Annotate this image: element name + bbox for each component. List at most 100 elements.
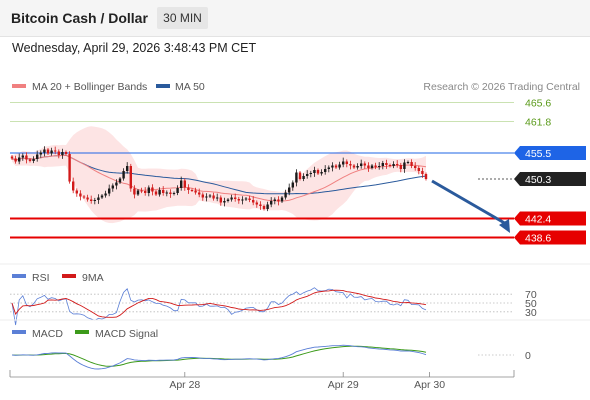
candle-body (313, 170, 316, 173)
candle (158, 187, 161, 197)
candle (226, 198, 230, 203)
candle-body (352, 165, 356, 168)
candle-body (241, 199, 244, 201)
candle (403, 159, 406, 173)
rsi-legend-label: RSI (32, 272, 50, 284)
candle-body (32, 159, 35, 161)
candle-body (284, 192, 287, 198)
candle (349, 160, 352, 170)
rsi-level-label-50: 50 (525, 298, 537, 310)
candle-body (57, 151, 60, 155)
candle (342, 157, 345, 168)
candle-body (237, 199, 240, 201)
candle (360, 159, 363, 169)
candle (25, 152, 28, 164)
candle-body (219, 197, 222, 203)
candle (367, 162, 370, 172)
candle (313, 166, 316, 177)
candle (262, 204, 266, 211)
candle (216, 193, 219, 202)
candle-body (370, 165, 374, 168)
candle (417, 165, 420, 175)
candle-body (140, 190, 143, 192)
header-bar: Bitcoin Cash / Dollar 30 MIN (0, 0, 590, 37)
candle-body (291, 182, 294, 188)
macd-legend-label: MACD (32, 328, 63, 340)
rsi-level-label-30: 30 (525, 307, 537, 319)
bollinger-band (12, 126, 426, 224)
candle-body (190, 190, 194, 191)
candle (421, 167, 424, 178)
ma20-legend-label: MA 20 + Bollinger Bands (32, 81, 147, 93)
candle (93, 197, 96, 205)
candle-body (302, 176, 305, 179)
candle (410, 159, 413, 169)
candle (306, 170, 309, 179)
forecast-arrow-shaft (431, 179, 509, 227)
candle (277, 196, 280, 206)
candle (172, 191, 176, 196)
candle (50, 147, 53, 156)
candle-body (385, 163, 388, 165)
candle (320, 169, 323, 176)
candle (234, 193, 237, 202)
candle (248, 195, 251, 203)
candle (176, 185, 179, 196)
candle (406, 160, 410, 164)
ma50-legend-label: MA 50 (175, 81, 205, 93)
level-tag-450.3 (514, 172, 586, 186)
candle (363, 161, 366, 169)
candle (10, 155, 14, 160)
candle-body (54, 150, 57, 152)
candle-body (327, 167, 330, 169)
candle-body (324, 169, 327, 172)
candle-body (115, 182, 118, 186)
candle-body (252, 200, 255, 203)
level-label-461.8: 461.8 (525, 117, 551, 129)
candle-body (205, 196, 208, 198)
candle-body (82, 196, 86, 198)
timeframe-button[interactable]: 30 MIN (157, 7, 208, 29)
candle-body (50, 150, 53, 154)
candle-body (122, 171, 125, 179)
candle-body (309, 173, 312, 174)
candle (140, 187, 143, 194)
candle-body (342, 161, 345, 165)
candle-body (374, 165, 377, 167)
candle-body (259, 204, 262, 206)
candle (295, 169, 298, 187)
candle-body (10, 156, 14, 159)
candle (100, 194, 104, 199)
candle (46, 148, 50, 155)
candle-body (234, 197, 237, 199)
candle-body (93, 200, 96, 201)
candle (212, 192, 215, 201)
candle (201, 192, 204, 201)
candle (126, 162, 129, 174)
candle (129, 163, 132, 192)
candle-body (36, 154, 39, 159)
candle-body (208, 195, 212, 197)
candle-body (194, 190, 197, 193)
macd-level-label-0: 0 (525, 350, 531, 362)
candle (194, 187, 197, 195)
level-tag-455.5 (514, 146, 586, 160)
candle (392, 161, 395, 169)
candle (381, 160, 384, 170)
candle-body (226, 199, 230, 201)
candle (136, 189, 140, 196)
macd-line (11, 344, 427, 370)
candle (82, 195, 86, 199)
candle (122, 168, 125, 181)
candle-body (90, 199, 93, 201)
candle (61, 148, 64, 159)
macd-legend-swatch (12, 330, 26, 334)
candle (370, 164, 374, 170)
candle-body (212, 195, 215, 199)
candle-body (273, 199, 276, 201)
candle (90, 195, 93, 204)
candle-body (180, 180, 183, 188)
chart-datetime: Wednesday, April 29, 2026 3:48:43 PM CET (12, 41, 257, 55)
candle (165, 190, 168, 197)
candle-body (111, 185, 114, 189)
